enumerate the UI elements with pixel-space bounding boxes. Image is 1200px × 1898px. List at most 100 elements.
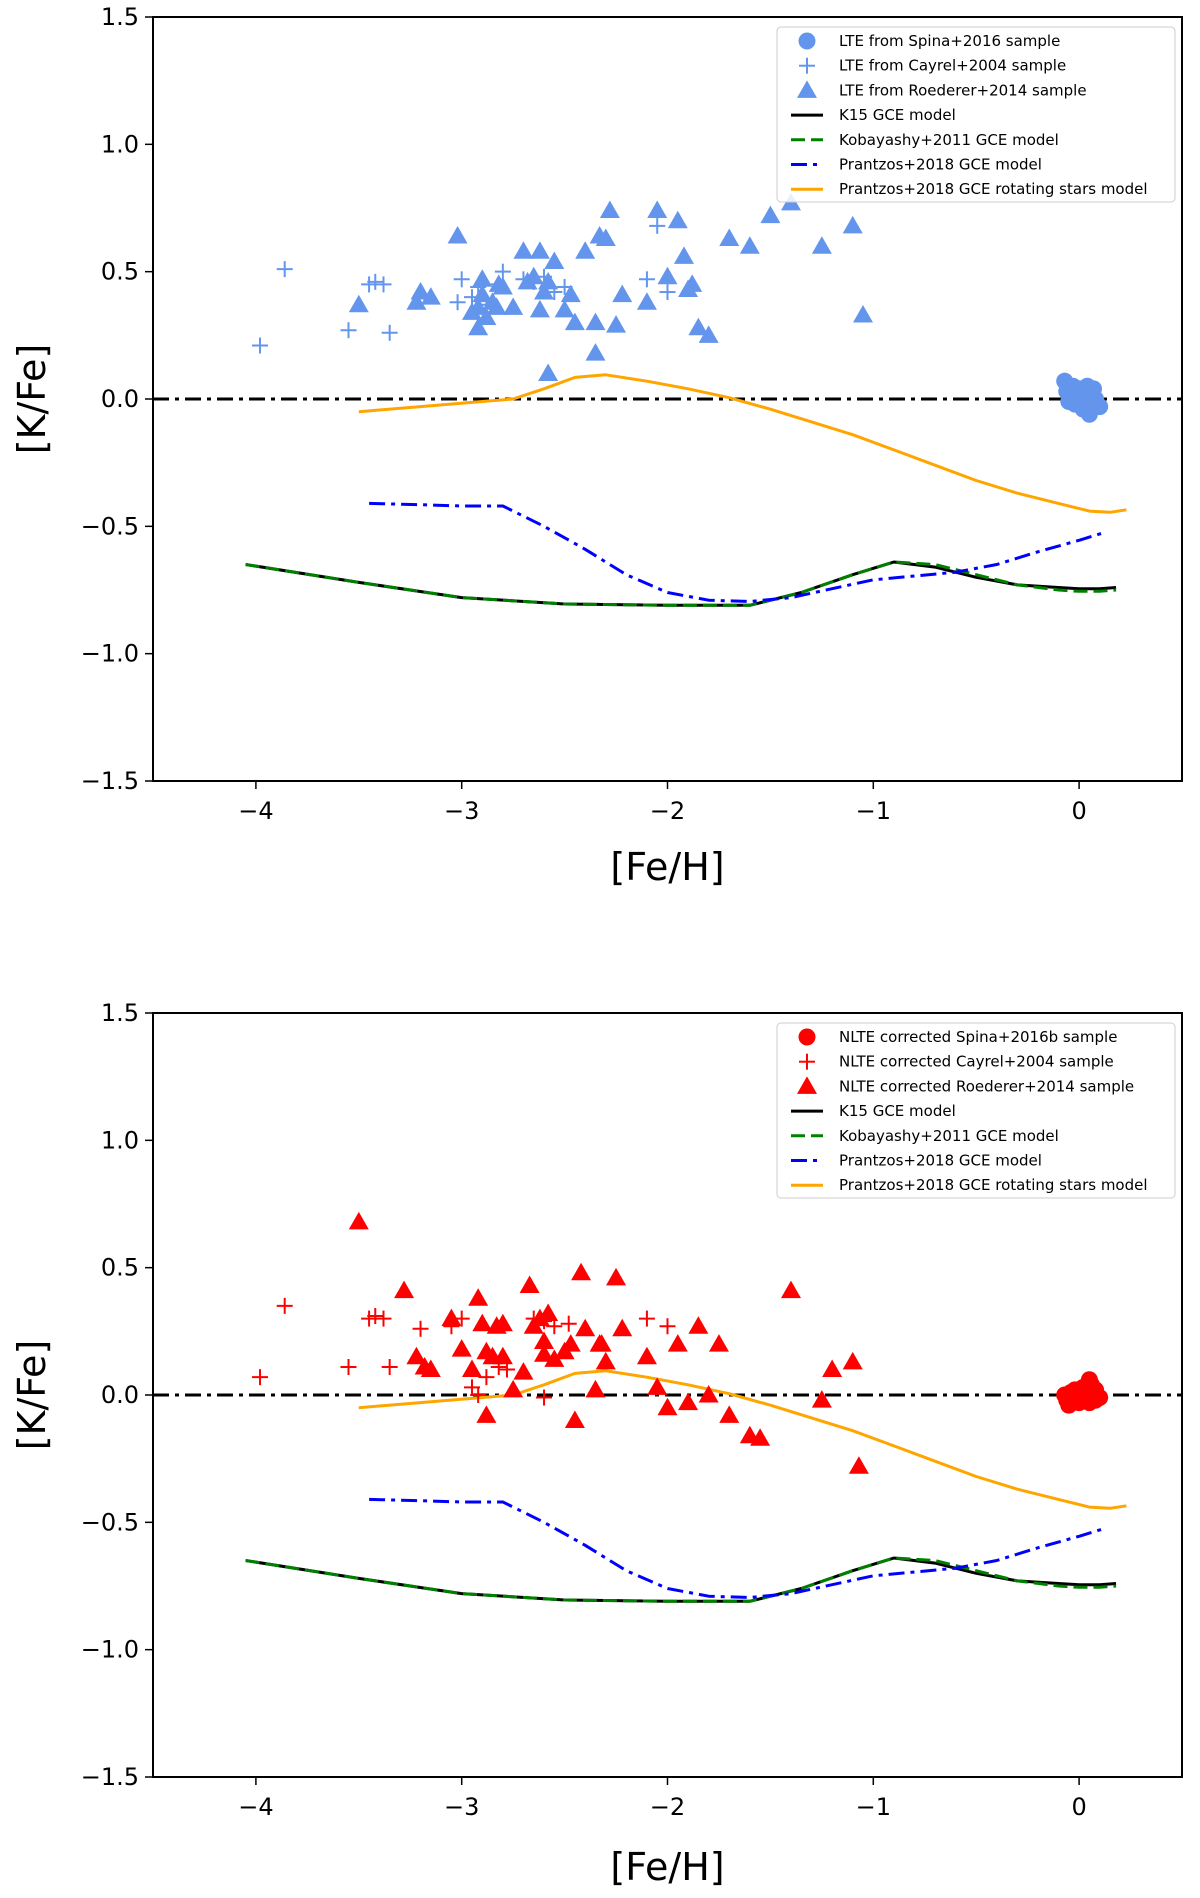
panel1-series-2-point-44	[822, 1359, 843, 1378]
panel0-series-2-point-30	[667, 210, 688, 229]
panel1-series-2-point-8	[468, 1288, 489, 1306]
panel0-series-2-point-10	[486, 297, 507, 315]
panel0-series-1-point-4	[367, 273, 384, 290]
panel0-legend-label-5: Prantzos+2018 GCE model	[839, 156, 1042, 174]
panel1-series-2-point-37	[698, 1385, 719, 1403]
panel1-series-2-point-33	[657, 1397, 678, 1416]
panel0-xtick-label-3: −1	[856, 797, 891, 825]
panel1-legend-label-0: NLTE corrected Spina+2016b sample	[839, 1028, 1117, 1046]
panel0-ytick-label-0: −1.5	[81, 767, 139, 795]
panel0-ytick-label-6: 1.5	[101, 3, 139, 31]
panel1-series-2-point-28	[595, 1351, 616, 1370]
panel0-series-1-point-21	[659, 284, 676, 301]
panel1-series-2-point-45	[842, 1351, 863, 1370]
panel0-series-2-point-26	[612, 284, 633, 303]
panel0-series-4-line	[245, 560, 1117, 607]
panel0-series-1-point-6	[381, 324, 398, 341]
panel1-series-2-point-30	[612, 1318, 633, 1337]
panel1-legend-handle-1	[799, 1053, 815, 1070]
panel0-series-2-point-22	[585, 312, 606, 331]
panel0-series-2-point-51	[585, 343, 606, 361]
panel1-series-2-point-34	[667, 1334, 688, 1352]
panel1-series-2-point-47	[476, 1341, 497, 1360]
panel0-series-2-point-3	[420, 287, 441, 305]
panel0-series-1-point-5	[375, 276, 392, 293]
panel0-series-2-point-50	[538, 271, 559, 290]
panel1-series-2-point-10	[476, 1405, 497, 1423]
panel1-ytick-label-1: −1.0	[81, 1636, 139, 1664]
panel1-series-1-point-12	[478, 1369, 495, 1386]
panel1-series-2-point-25	[575, 1318, 596, 1337]
panel1-series-1-point-1	[276, 1297, 293, 1314]
panel1-series-2-point-38	[708, 1334, 729, 1352]
panel1-series-2-point-51	[589, 1334, 610, 1352]
panel0-xtick-label-1: −3	[444, 797, 479, 825]
panel1-legend-box	[776, 1022, 1176, 1199]
panel0-legend-label-0: LTE from Spina+2016 sample	[839, 32, 1060, 50]
panel0-series-2-point-7	[472, 269, 493, 287]
panel0-series-2-point-41	[853, 304, 874, 323]
panel1-series-1-point-20	[659, 1318, 676, 1335]
panel1-series-2-point-18	[529, 1308, 550, 1327]
panel0-series-5-line	[369, 501, 1105, 603]
panel1-series-1-point-7	[412, 1320, 429, 1337]
panel1-xtick-label-1: −3	[444, 1793, 479, 1821]
panel0-series-2-point-12	[503, 297, 524, 315]
panel0-series-2-point-18	[544, 251, 565, 269]
panel0-series-2-point-27	[636, 292, 657, 310]
panel0-plot-area	[153, 192, 1182, 607]
panel0-series-2-point-1	[406, 292, 427, 310]
panel1-legend-handle-2	[797, 1076, 817, 1094]
panel0-series-2-point-47	[682, 274, 703, 292]
panel0-series-2-point-15	[529, 241, 550, 259]
panel1-legend-label-3: K15 GCE model	[839, 1102, 956, 1120]
panel0-legend-label-6: Prantzos+2018 GCE rotating stars model	[839, 180, 1148, 198]
panel0-series-0-point-16	[1070, 385, 1088, 403]
panel0-xtick-label-2: −2	[650, 797, 685, 825]
panel0-series-2-point-13	[513, 241, 534, 259]
panel0-series-2-point-28	[647, 200, 668, 219]
panel0-series-2-point-29	[657, 266, 678, 285]
panel1-series-2-point-49	[492, 1346, 513, 1365]
panel1-series-1-point-19	[638, 1310, 655, 1327]
panel0-legend-label-2: LTE from Roederer+2014 sample	[839, 81, 1087, 99]
panel0-series-2-point-33	[688, 317, 709, 336]
panel1-legend-label-5: Prantzos+2018 GCE model	[839, 1152, 1042, 1170]
panel0-series-2-point-8	[476, 307, 497, 326]
panel0-ytick-label-2: −0.5	[81, 512, 139, 540]
panel1-series-2-point-14	[503, 1379, 524, 1398]
panel1-plot-area	[153, 1211, 1182, 1603]
panel0-xtick-label-4: 0	[1071, 797, 1086, 825]
panel0-series-2-point-39	[811, 236, 832, 254]
panel0-legend-label-4: Kobayashy+2011 GCE model	[839, 131, 1059, 149]
panel1-series-2-point-20	[538, 1303, 559, 1322]
panel1-series-2-point-7	[461, 1359, 482, 1378]
panel1-series-4-line	[245, 1556, 1117, 1603]
panel0-legend-handle-2	[797, 80, 817, 98]
panel1-series-2-point-2	[406, 1346, 427, 1365]
panel0-legend-handle-1	[799, 57, 815, 74]
panel1-series-2-point-48	[534, 1331, 555, 1350]
panel1-series-1-point-11	[470, 1387, 487, 1403]
panel0-series-2-point-25	[606, 315, 627, 333]
panel1-series-2-point-36	[688, 1316, 709, 1334]
panel1-series-2-point-0	[348, 1211, 369, 1230]
panel1-series-2-point-26	[585, 1379, 606, 1398]
panel0-ytick-label-4: 0.5	[101, 258, 139, 286]
panel0-series-2-point-48	[517, 271, 538, 290]
panel0-legend-label-1: LTE from Cayrel+2004 sample	[839, 57, 1066, 75]
panel1-series-2-point-42	[780, 1280, 801, 1299]
panel1-series-2-point-32	[647, 1377, 668, 1395]
panel1-series-6-line	[358, 1369, 1127, 1510]
panel0-series-2-point-24	[599, 200, 620, 219]
panel1-series-2-point-5	[441, 1308, 462, 1327]
panel0-series-2-point-35	[719, 228, 740, 247]
panel0-series-2-point-17	[538, 363, 559, 382]
panel0-series-1-point-8	[449, 294, 466, 311]
panel1-series-2-point-13	[492, 1313, 513, 1332]
panel1-legend-label-2: NLTE corrected Roederer+2014 sample	[839, 1077, 1134, 1095]
panel0-series-0-point-18	[1087, 390, 1105, 408]
panel0-series-2-point-45	[560, 284, 581, 303]
panel0-legend-handle-0	[798, 32, 816, 50]
